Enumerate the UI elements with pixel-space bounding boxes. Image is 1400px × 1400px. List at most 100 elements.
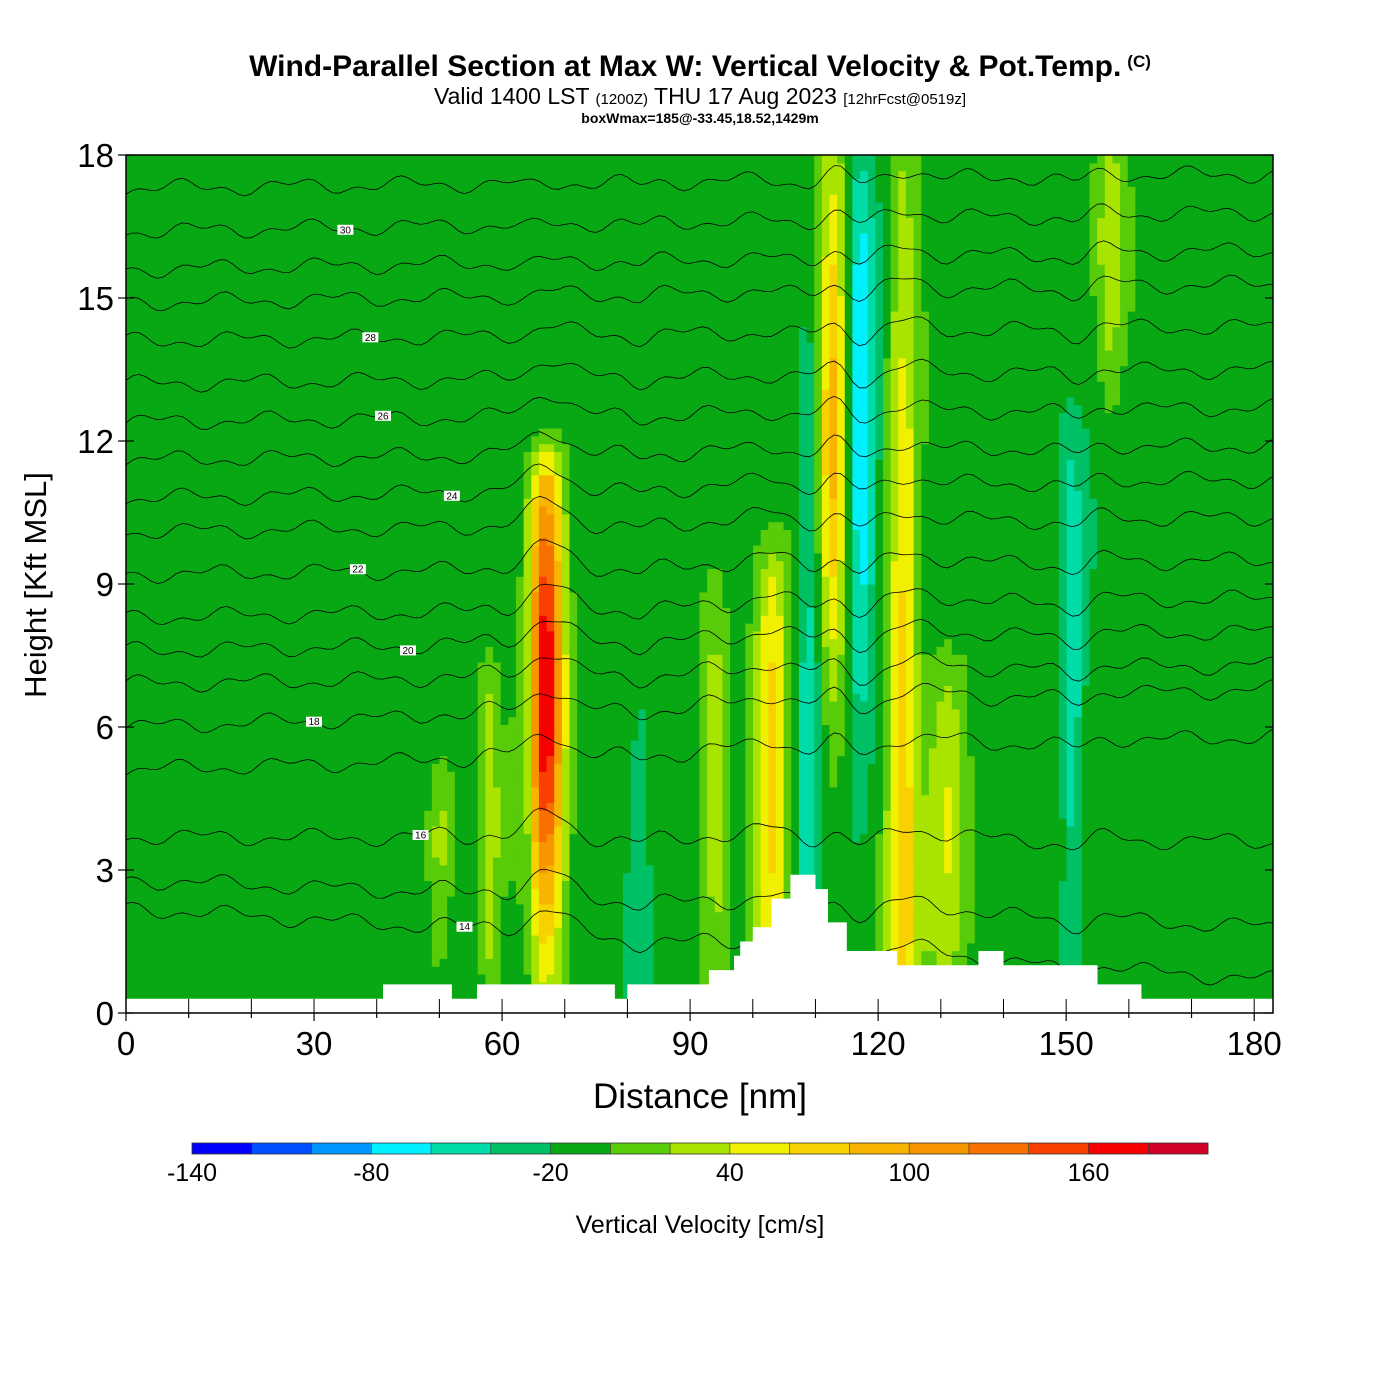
- field-cell: [416, 490, 425, 499]
- field-cell: [210, 584, 219, 593]
- field-cell: [332, 201, 341, 211]
- field-cell: [148, 732, 158, 741]
- field-cell: [309, 552, 318, 562]
- field-cell: [225, 989, 234, 998]
- field-cell: [233, 669, 242, 679]
- field-cell: [294, 950, 303, 959]
- field-cell: [408, 451, 418, 460]
- field-cell: [401, 763, 410, 772]
- field-cell: [385, 927, 395, 936]
- field-cell: [370, 794, 379, 803]
- field-cell: [148, 833, 158, 842]
- field-cell: [447, 357, 456, 367]
- field-cell: [301, 927, 311, 936]
- field-cell: [324, 607, 334, 616]
- field-cell: [194, 490, 204, 499]
- field-cell: [317, 989, 326, 998]
- field-cell: [340, 506, 349, 515]
- field-cell: [126, 435, 135, 445]
- field-cell: [171, 989, 181, 998]
- field-cell: [294, 420, 303, 429]
- field-cell: [424, 209, 433, 218]
- field-cell: [248, 529, 257, 538]
- field-cell: [202, 747, 211, 757]
- field-cell: [401, 248, 410, 257]
- field-cell: [431, 552, 441, 562]
- field-cell: [271, 677, 280, 686]
- field-cell: [263, 474, 272, 484]
- field-cell: [447, 389, 456, 398]
- field-cell: [424, 724, 433, 733]
- field-cell: [263, 763, 272, 772]
- field-cell: [470, 974, 479, 983]
- field-cell: [309, 771, 318, 780]
- field-cell: [454, 646, 464, 655]
- field-cell: [347, 311, 356, 320]
- field-cell: [286, 888, 295, 897]
- field-cell: [447, 474, 456, 484]
- field-cell: [255, 170, 265, 179]
- field-cell: [317, 342, 326, 351]
- field-cell: [225, 155, 234, 164]
- field-cell: [301, 287, 311, 296]
- field-cell: [309, 443, 318, 452]
- field-cell: [187, 498, 196, 507]
- field-cell: [286, 295, 295, 304]
- field-cell: [263, 537, 272, 546]
- field-cell: [317, 459, 326, 468]
- field-cell: [141, 560, 150, 569]
- field-cell: [217, 849, 227, 858]
- field-cell: [378, 373, 387, 382]
- field-cell: [294, 732, 303, 741]
- field-cell: [179, 591, 188, 601]
- field-cell: [462, 747, 471, 757]
- field-cell: [462, 194, 471, 203]
- field-cell: [393, 724, 402, 733]
- field-cell: [171, 373, 181, 382]
- field-cell: [447, 763, 456, 772]
- field-cell: [248, 474, 257, 484]
- field-cell: [347, 786, 356, 796]
- field-cell: [164, 607, 173, 616]
- field-cell: [294, 194, 303, 203]
- field-cell: [408, 716, 418, 725]
- field-cell: [301, 240, 311, 250]
- field-cell: [340, 389, 349, 398]
- field-cell: [416, 708, 425, 718]
- field-cell: [233, 747, 242, 757]
- field-cell: [447, 662, 456, 671]
- field-cell: [294, 248, 303, 257]
- field-cell: [385, 966, 395, 975]
- field-cell: [301, 615, 311, 624]
- field-cell: [309, 373, 318, 382]
- field-cell: [324, 685, 334, 694]
- field-cell: [294, 919, 303, 928]
- field-cell: [431, 872, 441, 881]
- field-cell: [233, 630, 242, 640]
- field-cell: [278, 981, 288, 991]
- field-cell: [187, 334, 196, 343]
- field-cell: [317, 646, 326, 655]
- field-cell: [141, 490, 150, 499]
- field-cell: [294, 459, 303, 468]
- field-cell: [233, 802, 242, 811]
- field-cell: [363, 669, 372, 679]
- field-cell: [255, 685, 265, 694]
- field-cell: [340, 279, 349, 289]
- field-cell: [126, 599, 135, 608]
- field-cell: [148, 225, 158, 234]
- field-cell: [309, 186, 318, 195]
- field-cell: [194, 357, 204, 367]
- field-cell: [424, 311, 433, 320]
- field-cell: [462, 178, 471, 187]
- field-cell: [141, 701, 150, 710]
- field-cell: [202, 396, 211, 406]
- field-cell: [424, 513, 433, 523]
- field-cell: [240, 607, 249, 616]
- field-cell: [141, 482, 150, 491]
- field-cell: [271, 303, 280, 312]
- field-cell: [340, 350, 349, 359]
- field-cell: [202, 318, 211, 328]
- field-cell: [179, 474, 188, 484]
- field-cell: [225, 498, 234, 507]
